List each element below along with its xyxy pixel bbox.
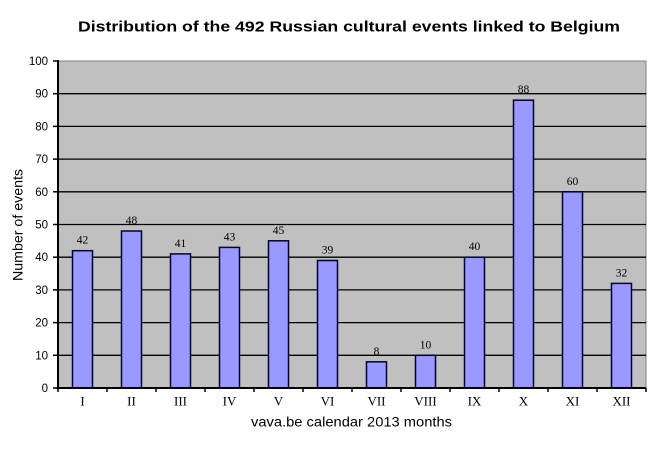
svg-text:42: 42 bbox=[77, 235, 89, 247]
svg-text:IX: IX bbox=[468, 394, 482, 409]
svg-text:Number of events: Number of events bbox=[9, 169, 25, 281]
svg-text:100: 100 bbox=[29, 56, 48, 68]
svg-text:88: 88 bbox=[518, 84, 530, 96]
svg-text:II: II bbox=[127, 394, 136, 409]
svg-text:60: 60 bbox=[567, 176, 579, 188]
svg-text:10: 10 bbox=[35, 350, 48, 362]
svg-text:48: 48 bbox=[126, 215, 138, 227]
svg-text:50: 50 bbox=[35, 220, 48, 232]
svg-text:41: 41 bbox=[175, 238, 187, 250]
svg-text:60: 60 bbox=[35, 187, 48, 199]
svg-text:IV: IV bbox=[223, 394, 237, 409]
svg-text:8: 8 bbox=[374, 346, 380, 358]
svg-text:70: 70 bbox=[35, 154, 48, 166]
svg-text:VII: VII bbox=[367, 394, 385, 409]
svg-text:I: I bbox=[80, 394, 84, 409]
svg-text:XII: XII bbox=[612, 394, 630, 409]
svg-text:40: 40 bbox=[469, 241, 481, 253]
svg-text:10: 10 bbox=[420, 339, 432, 351]
svg-text:VI: VI bbox=[321, 394, 335, 409]
svg-text:XI: XI bbox=[566, 394, 580, 409]
svg-text:V: V bbox=[274, 394, 284, 409]
svg-text:45: 45 bbox=[273, 225, 285, 237]
svg-text:90: 90 bbox=[35, 89, 48, 101]
svg-text:40: 40 bbox=[35, 252, 48, 264]
svg-text:43: 43 bbox=[224, 231, 236, 243]
svg-text:32: 32 bbox=[616, 267, 628, 279]
svg-text:VIII: VIII bbox=[414, 394, 436, 409]
svg-text:0: 0 bbox=[42, 383, 48, 395]
svg-text:III: III bbox=[174, 394, 187, 409]
svg-text:vava.be calendar 2013 months: vava.be calendar 2013 months bbox=[251, 415, 452, 430]
svg-text:80: 80 bbox=[35, 121, 48, 133]
svg-text:30: 30 bbox=[35, 285, 48, 297]
svg-text:X: X bbox=[519, 394, 529, 409]
svg-text:Distribution of the 492 Russia: Distribution of the 492 Russian cultural… bbox=[78, 19, 620, 36]
svg-text:20: 20 bbox=[35, 318, 48, 330]
svg-text:39: 39 bbox=[322, 245, 334, 257]
